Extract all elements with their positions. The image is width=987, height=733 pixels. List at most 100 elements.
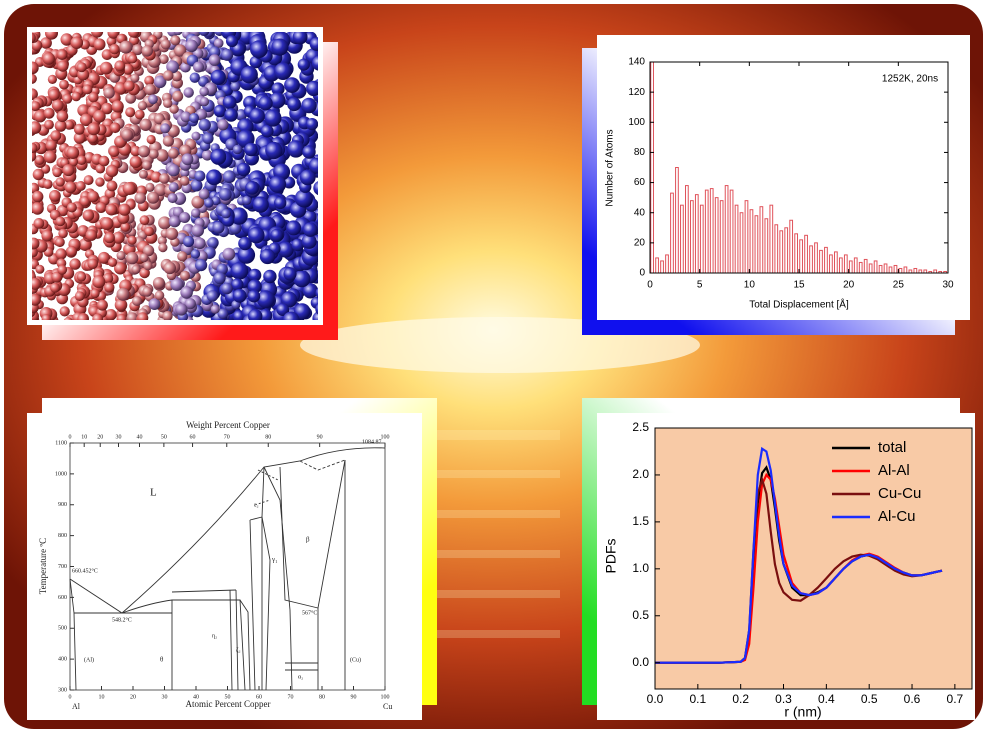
atom (129, 155, 142, 169)
atom (105, 164, 119, 178)
atom (183, 87, 194, 98)
atom (32, 61, 39, 75)
atom (33, 110, 47, 123)
atom (32, 151, 37, 162)
atom (71, 91, 81, 102)
atom (108, 146, 120, 157)
atom (45, 32, 58, 40)
atom (160, 123, 171, 134)
atom (180, 270, 190, 281)
phase-diagram: Weight Percent Copper Atomic Percent Cop… (38, 420, 392, 711)
pd-top-label: Weight Percent Copper (186, 420, 270, 430)
atom (315, 287, 318, 299)
pd-cu-phase: (Cu) (350, 656, 361, 663)
atom (299, 169, 316, 186)
pd-atomic-tick-label: 90 (351, 694, 357, 700)
phase-lines (69, 447, 386, 691)
pd-weight-tick-label: 100 (381, 434, 390, 440)
atom (93, 38, 106, 51)
atom (98, 251, 110, 264)
atom (41, 314, 51, 320)
atom (175, 303, 188, 316)
atom (158, 54, 169, 65)
pd-temp-tick-label: 1000 (55, 471, 67, 477)
atom (169, 104, 179, 114)
atom (119, 40, 133, 54)
atom (292, 32, 308, 45)
legend-label: Al-Cu (878, 508, 916, 525)
pd-beta: β (306, 536, 310, 544)
atom (283, 267, 297, 281)
atom (87, 190, 99, 203)
atom-image (32, 32, 318, 320)
atom (163, 261, 176, 275)
atom (286, 220, 302, 236)
atom (301, 233, 317, 249)
atom (49, 190, 61, 202)
atom (173, 32, 183, 36)
atom (170, 278, 184, 291)
atom (60, 33, 73, 46)
atom (32, 190, 44, 203)
atom (230, 81, 241, 92)
atom (139, 253, 149, 263)
atom (190, 249, 201, 259)
pd-weight-tick-label: 80 (265, 434, 271, 440)
atom (236, 162, 251, 177)
atom (138, 145, 150, 158)
atom (218, 188, 232, 201)
y-tick-label: 2.5 (632, 420, 649, 434)
atom (32, 168, 45, 181)
atom (87, 258, 98, 270)
atom (95, 202, 107, 213)
atom (159, 173, 170, 184)
atom (280, 291, 298, 308)
atom (226, 35, 238, 48)
pd-atomic-tick-label: 10 (99, 694, 105, 700)
atom (312, 311, 318, 320)
atom (146, 134, 156, 145)
atom (269, 92, 286, 109)
atom (148, 298, 161, 310)
y-tick-label: 120 (628, 87, 645, 98)
atom (184, 298, 196, 310)
atom (62, 164, 75, 177)
atom (59, 306, 70, 317)
atom (32, 101, 41, 112)
atom (128, 32, 140, 38)
atom (64, 181, 77, 194)
atom (222, 170, 236, 184)
atom (144, 83, 156, 96)
atom (252, 196, 269, 213)
atom (134, 192, 147, 204)
pd-weight-tick-label: 30 (115, 434, 121, 440)
atom (168, 215, 181, 228)
atom (311, 55, 318, 71)
atom (242, 195, 252, 205)
pd-atomic-tick-label: 30 (162, 694, 168, 700)
atom (99, 61, 113, 75)
atom (93, 110, 106, 123)
x-tick-label: 0.2 (732, 692, 749, 706)
atom (69, 258, 81, 270)
y-tick-label: 100 (628, 117, 645, 128)
pd-weight-tick-label: 20 (97, 434, 103, 440)
x-tick-label: 0.7 (947, 692, 964, 706)
atom (198, 32, 210, 36)
pd-atomic-tick-label: 40 (193, 694, 199, 700)
legend-label: Cu-Cu (878, 485, 921, 502)
atom (138, 169, 148, 179)
atom (170, 35, 181, 46)
atom (179, 176, 190, 186)
pd-temp-tick-label: 400 (58, 657, 67, 663)
atom (114, 262, 127, 275)
atom (90, 288, 100, 299)
y-tick-label: 2.0 (632, 467, 649, 481)
y-tick-label: 0 (639, 268, 645, 279)
y-tick-label: 20 (634, 237, 646, 248)
pd-liquid: L (150, 487, 157, 499)
pd-gamma: γ₁ (271, 556, 278, 564)
atom (206, 169, 222, 186)
atom (259, 248, 276, 265)
